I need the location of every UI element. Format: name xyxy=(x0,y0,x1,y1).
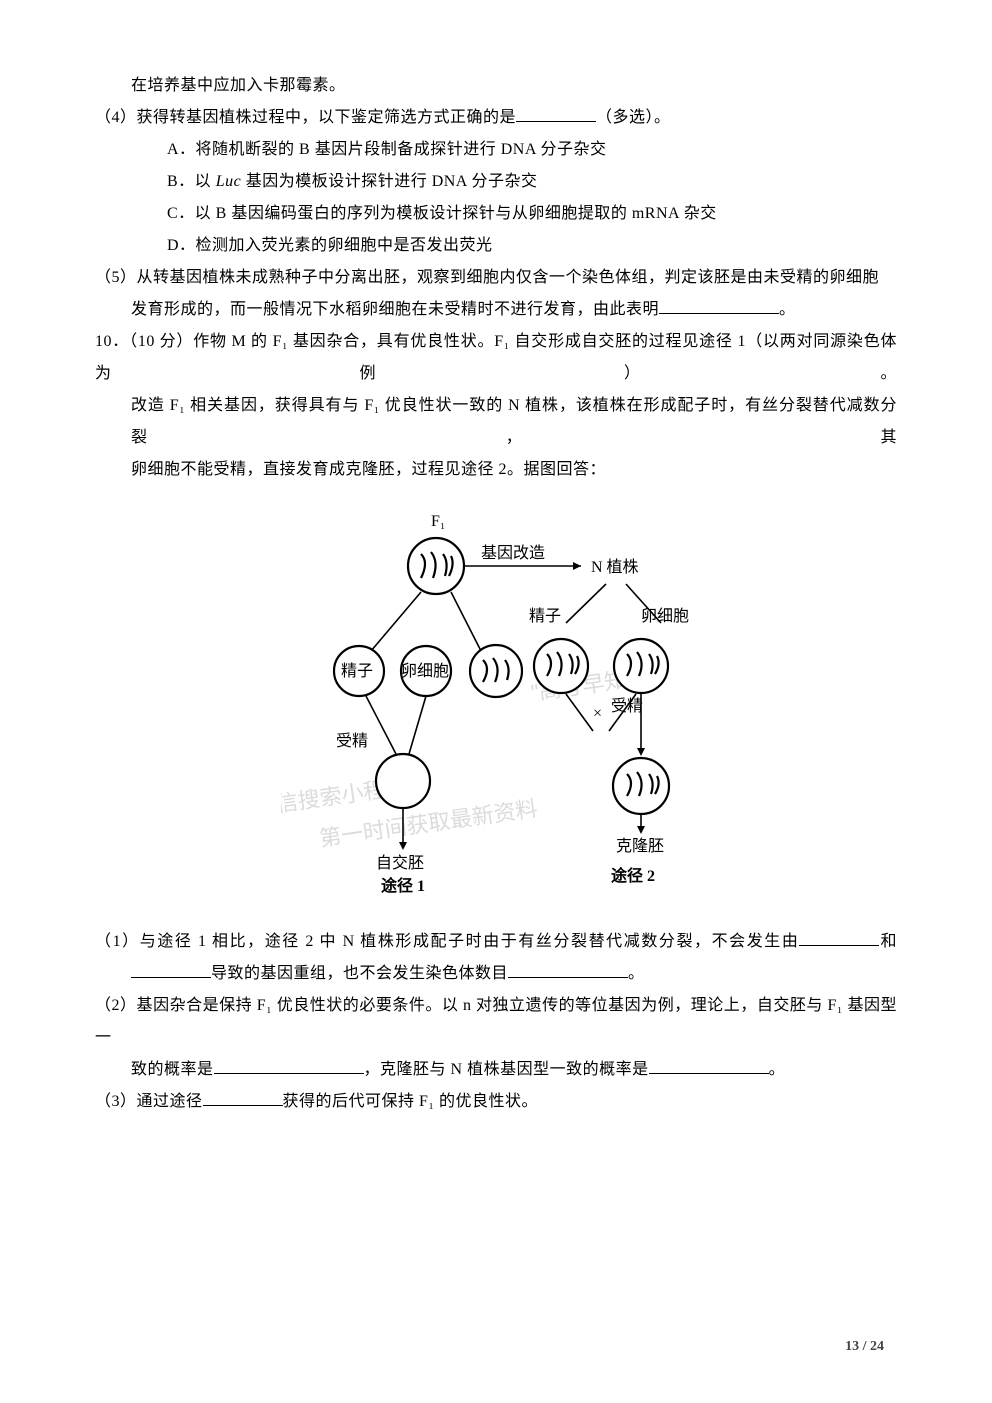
q9-4-stem: （4）获得转基因植株过程中，以下鉴定筛选方式正确的是（多选）。 xyxy=(95,102,897,134)
q9-5-l2: 发育形成的，而一般情况下水稻卵细胞在未受精时不进行发育，由此表明。 xyxy=(95,294,897,326)
q9-4-optB: B．以 Luc 基因为模板设计探针进行 DNA 分子杂交 xyxy=(95,166,897,198)
page-body: 在培养基中应加入卡那霉素。 （4）获得转基因植株过程中，以下鉴定筛选方式正确的是… xyxy=(0,0,992,1118)
q9-4-optC: C．以 B 基因编码蛋白的序列为模板设计探针与从卵细胞提取的 mRNA 杂交 xyxy=(95,198,897,230)
q10-l3: 卵细胞不能受精，直接发育成克隆胚，过程见途径 2。据图回答： xyxy=(95,454,897,486)
page-number: 13 / 24 xyxy=(845,1339,884,1355)
pathway-diagram: "高考早知道" 微信搜索小程序 第一时间获取最新资料 F₁ 基因改造 N 植株 … xyxy=(281,506,711,906)
label-path2: 途径 2 xyxy=(611,866,655,885)
label-egg: 卵细胞 xyxy=(401,662,449,680)
blank xyxy=(203,1089,283,1106)
blank xyxy=(799,929,879,946)
label-egg2: 卵细胞 xyxy=(641,607,689,625)
blank xyxy=(516,105,596,122)
blank xyxy=(131,961,211,978)
q10-2-l1: （2）基因杂合是保持 F₁ 优良性状的必要条件。以 n 对独立遗传的等位基因为例… xyxy=(95,990,897,1054)
q10-1-l2: 导致的基因重组，也不会发生染色体数目。 xyxy=(95,958,897,990)
q10-1-l1: （1）与途径 1 相比，途径 2 中 N 植株形成配子时由于有丝分裂替代减数分裂… xyxy=(95,926,897,958)
label-F1: F₁ xyxy=(431,513,445,530)
q9-5-l1: （5）从转基因植株未成熟种子中分离出胚，观察到细胞内仅含一个染色体组，判定该胚是… xyxy=(95,262,897,294)
q9-tail: 在培养基中应加入卡那霉素。 xyxy=(95,70,897,102)
diagram: "高考早知道" 微信搜索小程序 第一时间获取最新资料 F₁ 基因改造 N 植株 … xyxy=(95,506,897,906)
label-Nplant: N 植株 xyxy=(591,558,639,576)
label-fert2: 受精 xyxy=(611,697,643,715)
label-modify: 基因改造 xyxy=(481,544,545,562)
label-path1: 途径 1 xyxy=(381,876,425,895)
blank xyxy=(659,297,779,314)
blank xyxy=(649,1057,769,1074)
label-selfEmbryo: 自交胚 xyxy=(376,854,424,872)
blank xyxy=(508,961,628,978)
label-sperm2: 精子 xyxy=(529,607,561,625)
label-cloneEmbryo: 克隆胚 xyxy=(616,837,664,855)
q10-3: （3）通过途径获得的后代可保持 F₁ 的优良性状。 xyxy=(95,1086,897,1118)
q9-4-optD: D．检测加入荧光素的卵细胞中是否发出荧光 xyxy=(95,230,897,262)
svg-text:×: × xyxy=(593,705,602,722)
q9-4-optA: A．将随机断裂的 B 基因片段制备成探针进行 DNA 分子杂交 xyxy=(95,134,897,166)
label-sperm: 精子 xyxy=(341,662,373,680)
q10-l2: 改造 F₁ 相关基因，获得具有与 F₁ 优良性状一致的 N 植株，该植株在形成配… xyxy=(95,390,897,454)
q10-2-l2: 致的概率是，克隆胚与 N 植株基因型一致的概率是。 xyxy=(95,1054,897,1086)
q10-l1: 10．（10 分）作物 M 的 F₁ 基因杂合，具有优良性状。F₁ 自交形成自交… xyxy=(95,326,897,390)
blank xyxy=(214,1057,364,1074)
label-fert: 受精 xyxy=(336,732,368,750)
